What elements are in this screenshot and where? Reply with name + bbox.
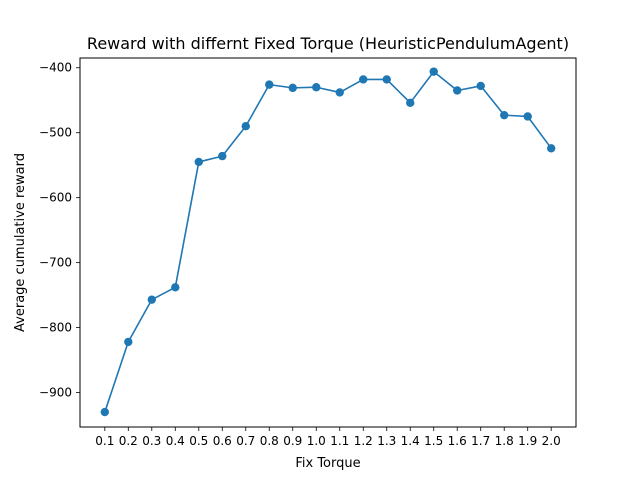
x-tick-label: 1.7 — [471, 434, 490, 448]
data-point — [171, 283, 180, 292]
data-point — [453, 86, 462, 95]
x-tick-label: 1.1 — [330, 434, 349, 448]
x-tick-label: 0.7 — [236, 434, 255, 448]
data-point — [265, 80, 274, 89]
x-tick-label: 1.9 — [518, 434, 537, 448]
data-point — [100, 407, 110, 417]
data-point — [194, 157, 203, 167]
x-tick-label: 0.9 — [283, 434, 302, 448]
axes-frame — [79, 57, 577, 428]
x-tick-label: 0.1 — [95, 434, 114, 448]
x-tick-label: 0.4 — [166, 434, 185, 448]
x-tick-label: 1.5 — [424, 434, 443, 448]
y-tick-label: −400 — [39, 61, 72, 75]
x-tick-label: 0.2 — [119, 434, 138, 448]
x-tick-label: 1.8 — [495, 434, 514, 448]
data-point — [124, 337, 133, 347]
x-tick-label: 0.8 — [260, 434, 279, 448]
x-tick-label: 1.3 — [377, 434, 396, 448]
y-tick-label: −500 — [39, 126, 72, 140]
y-tick-label: −600 — [39, 191, 72, 205]
data-point — [382, 75, 391, 84]
data-point — [218, 151, 227, 161]
data-point — [147, 295, 156, 304]
x-tick-label: 0.6 — [213, 434, 232, 448]
y-tick-label: −700 — [39, 256, 72, 270]
x-tick-label: 1.6 — [448, 434, 467, 448]
data-point — [523, 112, 532, 121]
data-point — [547, 144, 556, 153]
chart-title: Reward with differnt Fixed Torque (Heuri… — [87, 34, 569, 53]
plot-area: 0.1 0.2 0.3 0.4 0.5 0.6 0.7 0.8 0.9 1.0 1.1 1.2 1.3 1… — [39, 61, 561, 448]
data-point — [312, 83, 321, 92]
data-point — [476, 81, 485, 91]
x-tick-label: 2.0 — [542, 434, 561, 448]
x-axis-label: Fix Torque — [295, 456, 360, 471]
y-axis-label: Average cumulative reward — [13, 153, 28, 332]
data-point — [406, 98, 415, 108]
data-point — [241, 122, 250, 131]
x-tick-label: 1.2 — [354, 434, 373, 448]
y-tick-label: −800 — [39, 321, 72, 335]
data-point — [288, 83, 297, 93]
data-point — [335, 88, 344, 97]
x-tick-label: 0.5 — [189, 434, 208, 448]
x-tick-label: 1.4 — [401, 434, 420, 448]
data-point — [500, 110, 509, 120]
x-tick-label: 0.3 — [142, 434, 161, 448]
y-tick-label: −900 — [39, 386, 72, 400]
data-point — [429, 67, 438, 76]
data-point — [359, 75, 368, 84]
x-tick-label: 1.0 — [307, 434, 326, 448]
